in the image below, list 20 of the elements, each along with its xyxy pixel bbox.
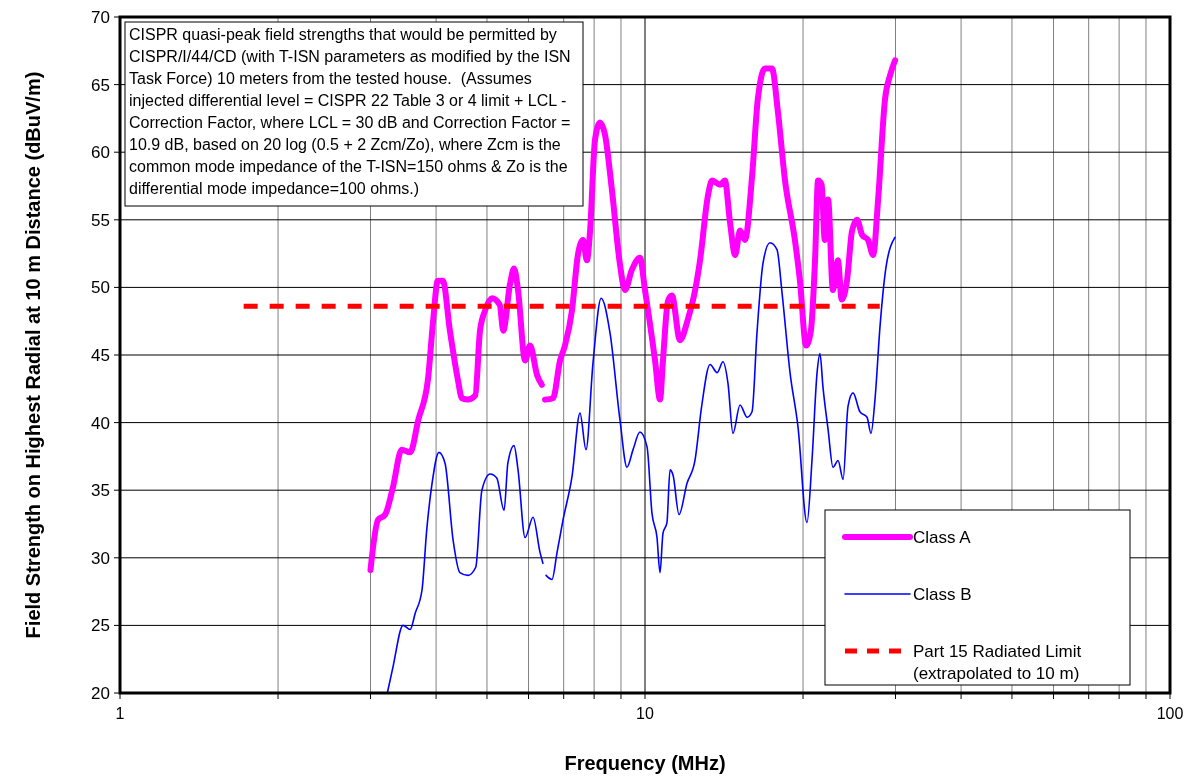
x-axis-title: Frequency (MHz) bbox=[564, 752, 726, 774]
y-tick-label: 60 bbox=[91, 143, 110, 163]
y-tick-label: 70 bbox=[91, 8, 110, 27]
y-tick-label: 20 bbox=[91, 684, 110, 703]
annotation: CISPR quasi-peak field strengths that would be permitted by CISPR/I/44/CD (with T-ISN parameters as modified by the ISN Task Force) 10 meters from the tested house. (Assumes injected differential level = CISPR 22 Table 3 or 4 limit + LCL - Correction Factor, where LCL = 30 dB and Correction Factor = 10.9 dB, based on 20 log (0.5 + 2 Zcm/Zo), where Zcm is the common mode impedance of the T-ISN=150 ohms & Zo is the differential mode impedance=100 ohms.) bbox=[129, 26, 571, 197]
legend-label: Class A bbox=[913, 528, 972, 547]
y-tick-label: 30 bbox=[91, 548, 110, 568]
legend-label: Part 15 Radiated Limit (extrapolated to 10 m) bbox=[913, 642, 1082, 683]
x-tick-label: 1 bbox=[115, 705, 125, 722]
y-tick-label: 25 bbox=[91, 616, 110, 636]
y-axis-title: Field Strength on Highest Radial at 10 m Distance (dBuV/m) bbox=[22, 71, 44, 639]
y-tick-label: 40 bbox=[91, 413, 110, 433]
x-tick-label: 10 bbox=[636, 705, 654, 722]
x-tick-label: 100 bbox=[1156, 705, 1184, 722]
y-tick-label: 50 bbox=[91, 278, 110, 298]
y-tick-label: 35 bbox=[91, 481, 110, 501]
y-tick-label: 65 bbox=[91, 75, 110, 95]
y-tick-label: 55 bbox=[91, 210, 110, 230]
y-tick-label: 45 bbox=[91, 346, 110, 365]
legend-label: Class B bbox=[913, 585, 972, 604]
